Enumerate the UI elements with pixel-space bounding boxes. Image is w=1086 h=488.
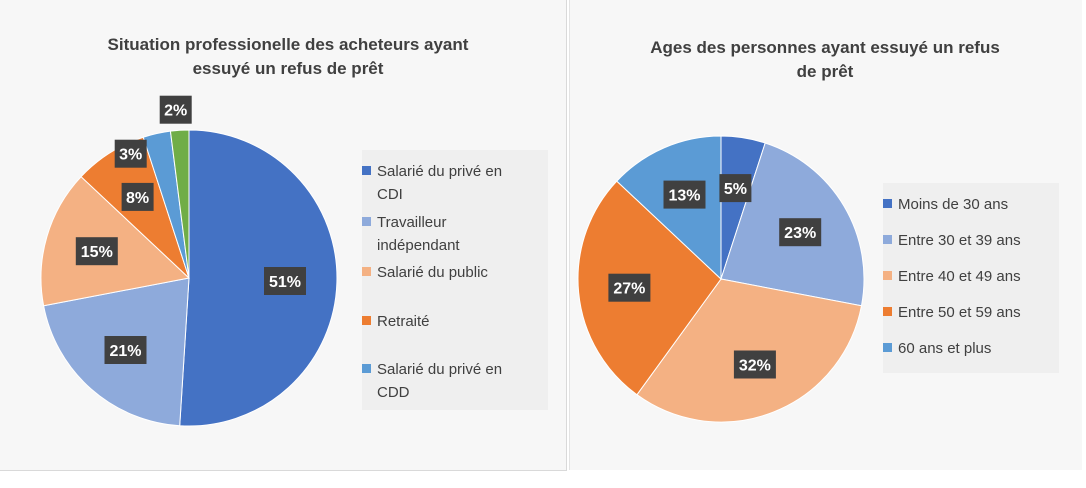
data-label-box [159, 95, 192, 124]
pie-slice-autre [169, 129, 190, 279]
data-label-text: 5% [724, 181, 747, 198]
chart-panel-left: Situation professionelle des acheteurs a… [0, 0, 567, 471]
data-label-box [75, 237, 118, 266]
legend-swatch [883, 307, 892, 316]
data-label-box [719, 174, 752, 203]
legend-label: Moins de 30 ans [898, 196, 1009, 213]
legend-swatch [362, 364, 371, 373]
data-label-text: 13% [668, 188, 700, 205]
data-label-retraite: 8% [121, 182, 154, 211]
legend-label: Retraité [377, 313, 430, 330]
data-label-text: 23% [784, 225, 816, 242]
legend-swatch [883, 199, 892, 208]
data-label-30-39: 23% [779, 218, 822, 247]
chart-title: Situation professionelle des acheteurs a… [107, 35, 469, 78]
data-label-box [114, 139, 147, 168]
data-label-text: 2% [164, 103, 187, 120]
pie-chart-professional-situation: 51% 21% 15% 8% 3% 2% [40, 95, 338, 427]
legend-label: Salarié du public [377, 264, 488, 281]
pie-chart-age-groups: 5% 23% 32% 27% 13% [577, 135, 865, 423]
data-label-40-49: 32% [733, 350, 776, 379]
data-label-box [779, 218, 822, 247]
legend-swatch [362, 166, 371, 175]
legend-label: Salarié du privé en CDI [377, 163, 503, 203]
data-label-box [733, 350, 776, 379]
legend-swatch [883, 235, 892, 244]
data-label-salarie-prive-cdi: 51% [264, 267, 306, 295]
legend-label: Entre 40 et 49 ans [898, 268, 1021, 285]
data-label-box [264, 267, 306, 295]
legend-swatch [362, 217, 371, 226]
legend-label: Travailleur indépendant [377, 214, 460, 254]
data-label-salarie-prive-cdd: 3% [114, 139, 147, 168]
data-label-text: 32% [739, 358, 771, 375]
data-label-text: 15% [81, 244, 113, 261]
legend-swatch [362, 267, 371, 276]
data-label-60-plus: 13% [663, 180, 706, 209]
legend: Moins de 30 ans Entre 30 et 39 ans Entre… [883, 183, 1059, 373]
data-label-text: 8% [126, 190, 149, 207]
legend-label: Salarié du privé en CDD [377, 361, 503, 401]
data-label-moins-30: 5% [719, 174, 752, 203]
data-label-box [104, 336, 147, 364]
chart-panel-right: Ages des personnes ayant essuyé un refus… [569, 0, 1082, 470]
data-label-text: 27% [613, 281, 645, 298]
pie-slice-40-49 [636, 278, 863, 423]
data-label-box [121, 182, 154, 211]
data-label-text: 51% [269, 274, 301, 291]
pie-slice-salarie-prive-cdi [179, 129, 338, 427]
legend-label: 60 ans et plus [898, 340, 992, 357]
legend: Salarié du privé en CDI Travailleur indé… [362, 150, 548, 410]
data-label-50-59: 27% [608, 273, 651, 302]
data-label-salarie-public: 15% [75, 237, 118, 266]
legend-swatch [362, 316, 371, 325]
data-label-text: 3% [119, 147, 142, 164]
chart-title: Ages des personnes ayant essuyé un refus… [650, 38, 1000, 81]
data-label-box [608, 273, 651, 302]
legend-swatch [883, 271, 892, 280]
data-label-text: 21% [109, 343, 141, 360]
data-label-autre: 2% [159, 95, 192, 124]
legend-swatch [883, 343, 892, 352]
legend-label: Entre 50 et 59 ans [898, 304, 1021, 321]
data-label-travailleur-independant: 21% [104, 336, 147, 364]
legend-label: Entre 30 et 39 ans [898, 232, 1021, 249]
data-label-box [663, 180, 706, 209]
